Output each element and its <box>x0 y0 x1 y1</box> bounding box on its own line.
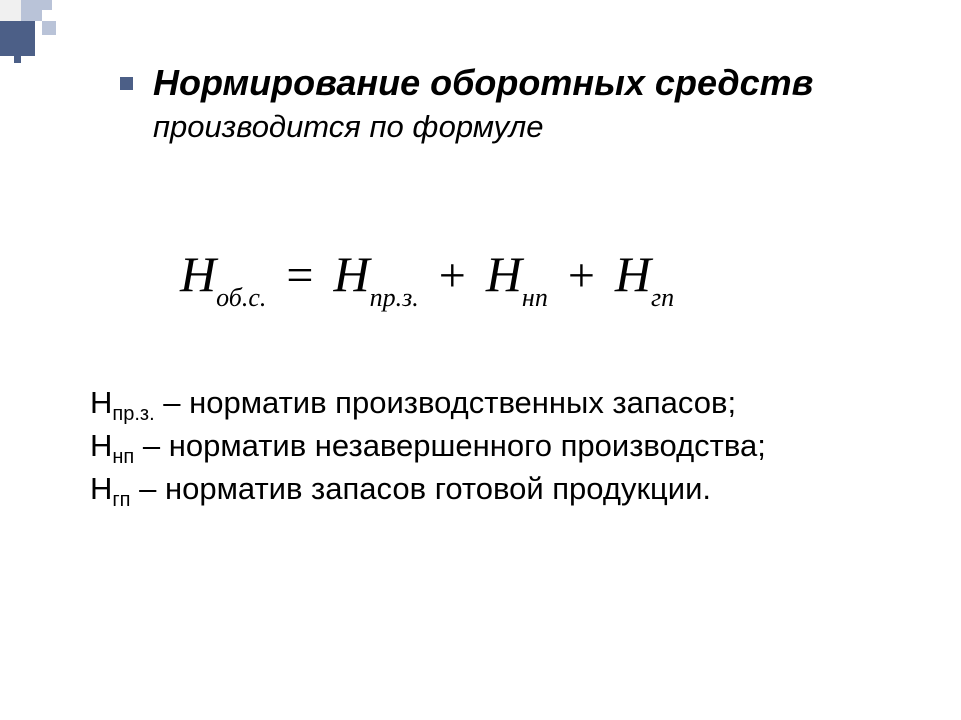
def3-sub: гп <box>112 490 130 512</box>
plus-sign: + <box>431 249 474 302</box>
slide-content: Нормирование оборотных средств производи… <box>0 0 961 514</box>
bullet-square-icon <box>120 77 133 90</box>
formula-lhs-sub: об.с. <box>216 283 266 312</box>
def3-sym: Н <box>90 471 112 506</box>
def2-sub: нп <box>112 446 134 468</box>
deco-square <box>0 21 35 56</box>
equals-sign: = <box>278 249 321 302</box>
def2-sym: Н <box>90 428 112 463</box>
subtitle-row: производится по формуле <box>120 109 921 145</box>
formula-r1-sub: пр.з. <box>370 283 419 312</box>
definition-2: Ннп – норматив незавершенного производст… <box>90 427 921 470</box>
formula-r1-sym: Н <box>333 246 369 302</box>
def3-text: – норматив запасов готовой продукции. <box>131 471 712 506</box>
formula-r2-sub: нп <box>522 283 548 312</box>
def2-text: – норматив незавершенного производства; <box>134 428 766 463</box>
formula-r3-sub: гп <box>651 283 674 312</box>
deco-square <box>0 0 21 21</box>
formula-lhs-sym: Н <box>180 246 216 302</box>
deco-square <box>42 21 56 35</box>
definition-1: Нпр.з. – норматив производственных запас… <box>90 384 921 427</box>
deco-square <box>14 56 21 63</box>
definitions-block: Нпр.з. – норматив производственных запас… <box>90 384 921 514</box>
title-row: Нормирование оборотных средств <box>120 62 921 103</box>
definition-3: Нгп – норматив запасов готовой продукции… <box>90 470 921 513</box>
def1-sub: пр.з. <box>112 403 154 425</box>
deco-square <box>42 0 52 10</box>
slide-subtitle: производится по формуле <box>153 109 544 144</box>
deco-square <box>21 0 42 21</box>
formula-r3-sym: Н <box>615 246 651 302</box>
def1-text: – норматив производственных запасов; <box>155 385 736 420</box>
slide-title: Нормирование оборотных средств <box>153 62 813 103</box>
main-formula: Ноб.с. = Нпр.з. + Ннп + Нгп <box>120 245 921 309</box>
plus-sign: + <box>560 249 603 302</box>
def1-sym: Н <box>90 385 112 420</box>
formula-r2-sym: Н <box>486 246 522 302</box>
